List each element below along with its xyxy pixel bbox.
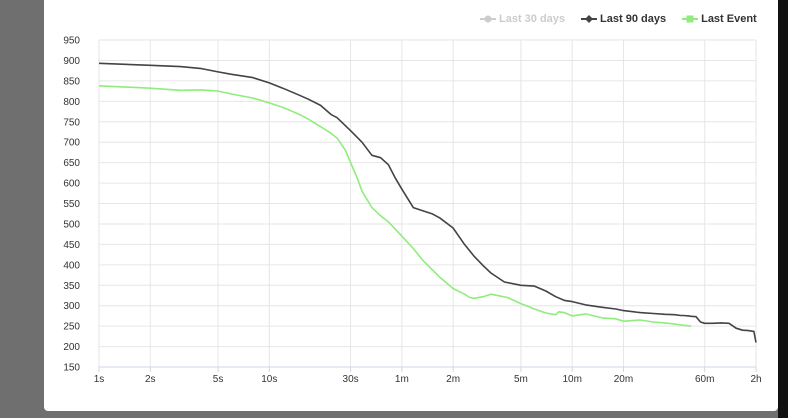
y-tick-label: 850 [63, 76, 80, 87]
y-tick-label: 950 [63, 36, 80, 47]
window-edge [778, 0, 788, 418]
legend-item-last-event[interactable]: Last Event [682, 12, 757, 26]
x-tick-label: 2h [750, 374, 761, 385]
x-tick-label: 2s [145, 374, 156, 385]
x-tick-label: 10s [261, 374, 277, 385]
x-tick-label: 2m [446, 374, 460, 385]
y-axis: 150 200 250 300 350 400 450 500 550 600 650 700 750 8… [63, 36, 80, 374]
legend-label-last-event: Last Event [701, 13, 757, 25]
chart-legend: Last 30 days Last 90 days Last Event [480, 12, 757, 26]
y-tick-label: 500 [63, 219, 80, 230]
x-tick-label: 10m [562, 374, 581, 385]
y-tick-label: 150 [63, 363, 80, 374]
x-axis: 1s 2s 5s 10s 30s 1m 2m 5m 10m 20m 60m 2h [94, 366, 762, 385]
x-tick-label: 60m [695, 374, 714, 385]
y-tick-label: 750 [63, 117, 80, 128]
y-tick-label: 350 [63, 281, 80, 292]
series-line-last-90-days [98, 62, 757, 343]
legend-label-last-30-days: Last 30 days [499, 13, 566, 25]
y-tick-label: 650 [63, 158, 80, 169]
legend-marker-square-icon [682, 15, 699, 23]
x-tick-label: 20m [614, 374, 633, 385]
y-tick-label: 200 [63, 342, 80, 353]
y-tick-label: 900 [63, 56, 80, 67]
y-tick-label: 550 [63, 199, 80, 210]
x-tick-label: 30s [343, 374, 359, 385]
series-line-last-event [98, 85, 692, 327]
x-tick-label: 5m [514, 374, 528, 385]
series-lines [98, 62, 757, 343]
legend-marker-diamond-icon [581, 15, 598, 23]
legend-item-last-30-days[interactable]: Last 30 days [480, 12, 565, 26]
legend-label-last-90-days: Last 90 days [600, 13, 667, 25]
chart-card [44, 0, 778, 411]
x-tick-label: 1s [94, 374, 105, 385]
y-tick-label: 700 [63, 138, 80, 149]
y-tick-label: 250 [63, 322, 80, 333]
x-tick-label: 1m [395, 374, 409, 385]
y-tick-label: 300 [63, 301, 80, 312]
y-tick-label: 600 [63, 179, 80, 190]
y-tick-label: 800 [63, 97, 80, 108]
y-tick-label: 450 [63, 240, 80, 251]
x-tick-label: 5s [213, 374, 224, 385]
legend-item-last-90-days[interactable]: Last 90 days [581, 12, 666, 26]
y-tick-label: 400 [63, 260, 80, 271]
grid-lines [98, 39, 757, 368]
legend-marker-circle-icon [480, 15, 496, 23]
